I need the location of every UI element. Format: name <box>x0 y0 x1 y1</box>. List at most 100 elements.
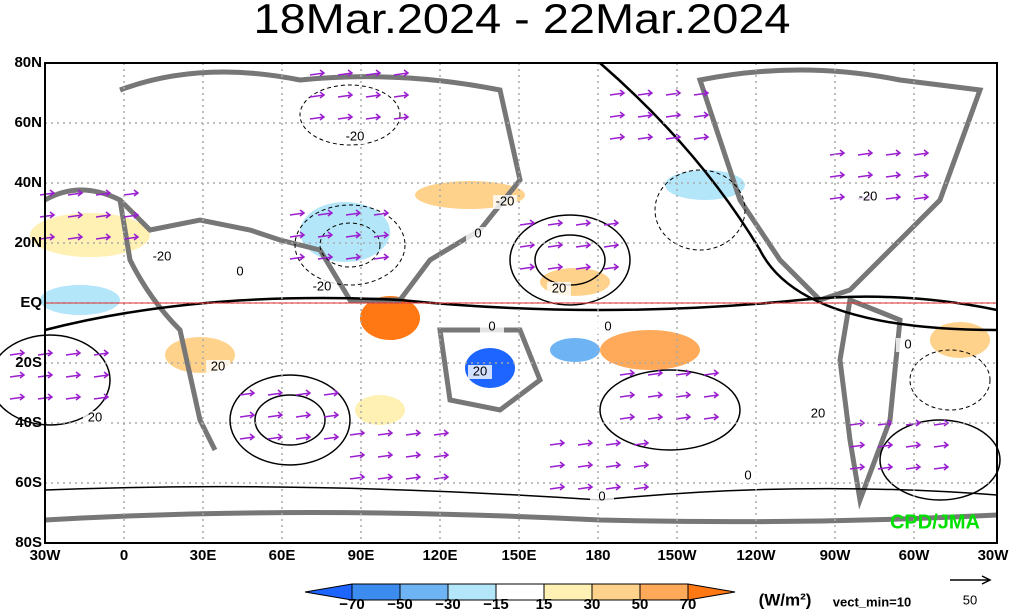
lon-label: 30W <box>30 547 62 564</box>
lat-label: 40N <box>14 174 42 191</box>
lon-label: 150E <box>501 547 536 564</box>
vector <box>849 466 865 470</box>
vector <box>373 234 389 238</box>
lon-label: 0 <box>120 547 128 564</box>
vector <box>433 476 449 480</box>
vector-head <box>249 411 256 419</box>
vector-head <box>867 149 874 157</box>
vector-head <box>867 171 874 179</box>
lat-label: 60S <box>15 474 42 491</box>
contour-label: 0 <box>904 336 911 351</box>
vector-head <box>443 429 450 437</box>
vector <box>933 466 949 470</box>
vector <box>377 476 393 480</box>
vector <box>605 464 621 468</box>
vector <box>433 432 449 436</box>
vector <box>633 486 649 490</box>
anomaly-shading <box>30 170 990 425</box>
vector-head <box>77 233 84 241</box>
vector-head <box>657 413 664 421</box>
vector <box>877 444 893 448</box>
vector <box>393 94 409 98</box>
vector-head <box>77 211 84 219</box>
wind-vectors <box>9 69 950 491</box>
vector <box>609 114 625 118</box>
vector <box>95 192 111 196</box>
vector-head <box>49 211 56 219</box>
lon-label: 180 <box>585 547 610 564</box>
vector-head <box>249 389 256 397</box>
vector-head <box>299 209 306 217</box>
vector-head <box>943 463 950 471</box>
vector-head <box>643 461 650 469</box>
vector <box>519 222 535 226</box>
vector <box>65 396 81 400</box>
vector-head <box>19 371 26 379</box>
vector-head <box>585 263 592 271</box>
lat-label: 20S <box>15 354 42 371</box>
vector <box>905 444 921 448</box>
contour-label-bg <box>547 282 571 296</box>
vector-note: vect_min=10 <box>833 594 911 609</box>
vector-head <box>585 219 592 227</box>
vector <box>309 94 325 98</box>
vector-head <box>657 391 664 399</box>
vector <box>647 416 663 420</box>
contour-label: -20 <box>313 278 332 293</box>
contour-label: 0 <box>598 488 605 503</box>
vector <box>309 72 325 76</box>
vector <box>547 244 563 248</box>
vector-head <box>249 433 256 441</box>
vector-head <box>415 429 422 437</box>
vector-head <box>443 473 450 481</box>
lon-label: 120E <box>422 547 457 564</box>
vector-head <box>713 391 720 399</box>
vector <box>577 442 593 446</box>
vector-head <box>133 233 140 241</box>
vector-head <box>713 413 720 421</box>
vector-head <box>619 133 626 141</box>
vector <box>323 436 339 440</box>
vector <box>829 152 845 156</box>
vector <box>373 212 389 216</box>
vector <box>665 114 681 118</box>
vector <box>547 222 563 226</box>
vector-head <box>347 91 354 99</box>
vector <box>9 396 25 400</box>
vector-head <box>559 461 566 469</box>
vector-head <box>629 413 636 421</box>
vector <box>405 454 421 458</box>
contour-label: 0 <box>236 263 243 278</box>
vector <box>577 486 593 490</box>
vector-head <box>305 433 312 441</box>
vector <box>317 234 333 238</box>
vector <box>67 192 83 196</box>
vector <box>703 416 719 420</box>
vector-head <box>383 253 390 261</box>
contour-label: 20 <box>552 280 566 295</box>
lon-label: 60W <box>899 547 931 564</box>
vector-head <box>133 189 140 197</box>
vector <box>603 244 619 248</box>
vector <box>349 454 365 458</box>
vector <box>365 94 381 98</box>
contour-label-bg <box>310 280 334 294</box>
vector <box>267 414 283 418</box>
colorbar-label: −30 <box>435 596 460 612</box>
contour-label-bg <box>480 320 504 334</box>
vector <box>675 372 691 376</box>
vector <box>373 256 389 260</box>
vector-head <box>529 263 536 271</box>
lat-label: 40S <box>15 414 42 431</box>
vector-head <box>133 211 140 219</box>
vector-head <box>105 233 112 241</box>
lat-label: EQ <box>20 294 42 311</box>
vector-head <box>319 69 326 77</box>
vector <box>877 466 893 470</box>
vector-head <box>19 349 26 357</box>
colorbar-label: −50 <box>387 596 412 612</box>
vector-head <box>387 451 394 459</box>
vector <box>609 136 625 140</box>
vector <box>549 464 565 468</box>
vector-head <box>415 451 422 459</box>
